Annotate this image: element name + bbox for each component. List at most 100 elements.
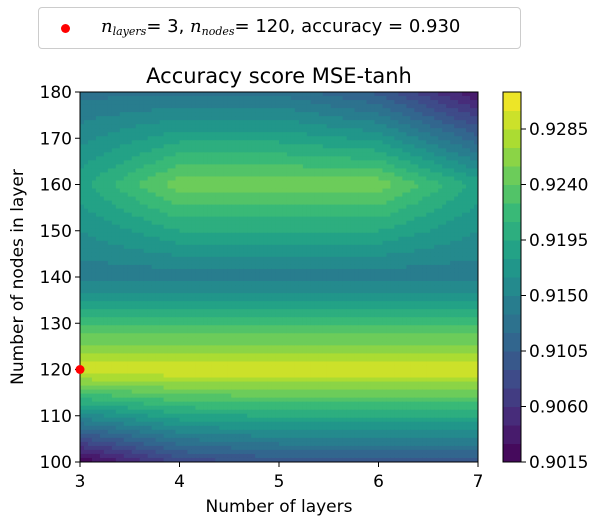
contour-cell <box>271 180 276 186</box>
contour-cell <box>243 92 248 97</box>
contour-cell <box>318 272 324 278</box>
contour-cell <box>199 200 204 206</box>
contour-cell <box>179 188 185 194</box>
contour-cell <box>322 108 328 113</box>
contour-cell <box>99 172 105 178</box>
contour-cell <box>410 176 415 182</box>
contour-cell <box>326 272 332 278</box>
contour-cell <box>139 204 145 210</box>
contour-cell <box>83 281 89 286</box>
contour-cell <box>366 148 372 153</box>
contour-cell <box>282 277 288 282</box>
contour-cell <box>111 236 117 242</box>
contour-cell <box>147 108 153 113</box>
contour-cell <box>302 128 308 133</box>
contour-cell <box>80 148 85 153</box>
contour-cell <box>418 132 423 137</box>
contour-cell <box>358 144 364 149</box>
contour-cell <box>183 156 189 161</box>
contour-cell <box>175 256 181 262</box>
contour-cell <box>247 136 252 141</box>
contour-cell <box>430 220 435 226</box>
contour-cell <box>243 184 248 190</box>
contour-cell <box>251 176 256 182</box>
contour-cell <box>111 224 117 230</box>
contour-cell <box>243 116 248 121</box>
contour-cell <box>466 132 471 137</box>
contour-cell <box>83 100 89 105</box>
contour-cell <box>211 136 216 141</box>
contour-cell <box>286 120 292 125</box>
contour-cell <box>119 236 125 242</box>
contour-cell <box>95 128 101 133</box>
contour-cell <box>231 196 236 202</box>
contour-cell <box>438 140 443 145</box>
contour-cell <box>107 156 113 161</box>
contour-cell <box>203 116 208 121</box>
contour-cell <box>203 224 208 230</box>
contour-cell <box>438 120 443 125</box>
contour-cell <box>370 285 376 290</box>
contour-cell <box>247 232 252 238</box>
contour-cell <box>322 140 328 145</box>
contour-cell <box>95 176 101 182</box>
contour-cell <box>418 212 423 218</box>
contour-cell <box>474 164 478 170</box>
contour-cell <box>103 208 109 214</box>
contour-cell <box>127 244 133 250</box>
contour-cell <box>330 196 336 202</box>
contour-cell <box>135 92 141 97</box>
contour-cell <box>402 268 407 274</box>
contour-cell <box>362 252 368 258</box>
contour-cell <box>386 264 392 270</box>
contour-cell <box>350 176 356 182</box>
contour-cell <box>314 176 320 182</box>
contour-cell <box>390 172 396 178</box>
contour-cell <box>286 176 292 182</box>
contour-cell <box>91 200 97 206</box>
contour-cell <box>310 216 316 222</box>
contour-cell <box>99 184 105 190</box>
contour-cell <box>418 224 423 230</box>
contour-cell <box>83 208 89 214</box>
contour-cell <box>418 100 423 105</box>
contour-cell <box>151 248 157 254</box>
contour-cell <box>302 148 308 153</box>
contour-cell <box>290 176 296 182</box>
contour-cell <box>442 200 447 206</box>
contour-cell <box>466 260 471 266</box>
contour-cell <box>386 289 392 294</box>
contour-cell <box>199 124 204 129</box>
contour-cell <box>282 180 288 186</box>
contour-cell <box>370 124 376 129</box>
contour-cell <box>374 168 380 174</box>
contour-cell <box>119 277 125 282</box>
contour-cell <box>203 156 208 161</box>
contour-cell <box>263 164 268 170</box>
contour-cell <box>386 220 392 226</box>
contour-cell <box>247 112 252 117</box>
contour-cell <box>330 200 336 206</box>
contour-cell <box>474 172 478 178</box>
contour-cell <box>135 285 141 290</box>
contour-cell <box>394 112 399 117</box>
contour-cell <box>235 260 240 266</box>
contour-cell <box>314 152 320 157</box>
contour-cell <box>239 285 244 290</box>
contour-cell <box>167 281 173 286</box>
contour-cell <box>314 216 320 222</box>
contour-cell <box>282 136 288 141</box>
contour-cell <box>183 200 189 206</box>
contour-cell <box>175 244 181 250</box>
contour-cell <box>239 192 244 198</box>
contour-cell <box>346 268 352 274</box>
contour-cell <box>438 224 443 230</box>
contour-cell <box>183 132 189 137</box>
contour-cell <box>290 252 296 258</box>
contour-cell <box>123 212 129 218</box>
contour-cell <box>310 272 316 278</box>
contour-cell <box>251 148 256 153</box>
contour-cell <box>438 152 443 157</box>
contour-cell <box>147 216 153 222</box>
contour-cell <box>286 128 292 133</box>
